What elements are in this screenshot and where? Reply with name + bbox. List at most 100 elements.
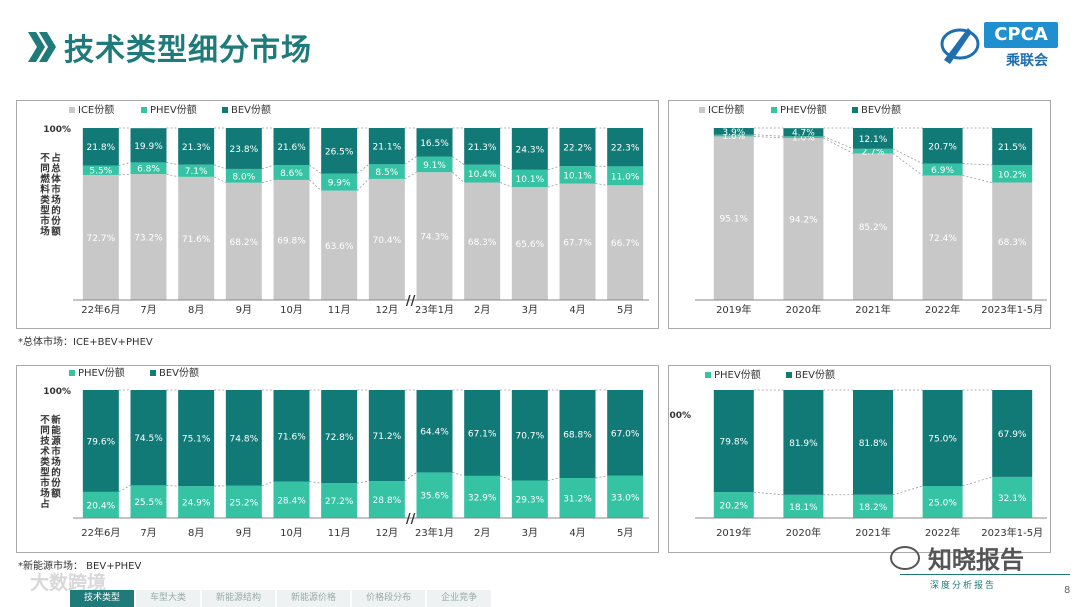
legend-swatch-phev [705,372,711,378]
x-tick-label: 7月 [140,527,156,539]
bar-phev-5 [321,173,358,191]
connector-line [595,183,608,186]
connector-line [357,480,369,484]
bar-phev-1 [783,136,824,138]
bar-ice-3 [922,175,963,300]
x-tick-label: 2月 [474,527,490,539]
y-axis-label-char: 市 [51,184,61,196]
data-label: 11.0% [611,172,640,182]
data-label: 67.0% [611,429,640,439]
y-top-label: 100% [43,387,71,397]
bar-bev-9 [511,128,548,170]
page-number: 8 [1064,585,1071,596]
data-label: 81.9% [789,439,818,449]
footer-tab-2[interactable]: 新能源结构 [202,590,276,607]
note-overall: *总体市场：ICE+BEV+PHEV [18,337,153,348]
y-axis-label-char: 的 [51,205,61,217]
data-label: 1.0% [792,134,815,144]
y-axis-label-char: 类 [40,194,50,206]
footer-tab-1[interactable]: 车型大类 [136,590,201,607]
y-top-label: 100% [669,411,691,421]
data-label: 21.5% [998,143,1027,153]
connector-line [309,179,322,191]
footer-tab-4[interactable]: 价格段分布 [352,590,426,607]
data-label: 74.3% [420,233,449,243]
legend-swatch-phev [69,370,75,376]
bar-phev-1 [130,485,167,518]
bar-bev-10 [559,390,596,479]
legend-label: PHEV份额 [78,366,125,379]
bar-phev-4 [273,165,310,180]
data-label: 10.4% [468,170,497,180]
bar-phev-4 [992,476,1033,518]
bar-phev-11 [607,475,644,518]
data-label: 71.6% [182,235,211,245]
data-label: 25.2% [230,498,259,508]
chart-nev-yearly: PHEV份额 BEV份额 100% 20.2% 79.8% 2019年 18.1% 81.9%… [663,368,1047,539]
bar-phev-10 [559,166,596,184]
connector-line [452,171,465,183]
bar-phev-1 [130,162,167,175]
data-label: 95.1% [720,215,749,225]
data-label: 28.4% [277,496,306,506]
data-label: 6.8% [137,165,160,175]
data-label: 65.6% [516,240,545,250]
axis-break-marker: // [406,294,416,309]
data-label: 24.3% [516,145,545,155]
x-tick-label: 5月 [617,304,633,316]
x-tick-label: 11月 [328,527,351,539]
data-label: 68.3% [998,238,1027,248]
y-axis-label-char: 场 [51,194,61,206]
wechat-icon [890,545,920,570]
bar-ice-6 [368,178,405,300]
y-axis-label-char: 份 [51,215,61,227]
y-top-label: 100% [43,125,71,135]
data-label: 10.2% [998,170,1027,180]
y-axis-label-char: 能 [51,425,61,437]
data-label: 2.7% [862,148,885,158]
data-label: 29.3% [516,496,545,506]
connector-line [962,175,993,183]
data-label: 26.5% [325,147,354,157]
bar-bev-1 [783,128,824,137]
data-label: 21.1% [373,143,402,153]
bar-bev-7 [416,390,453,473]
data-label: 16.5% [420,139,449,149]
connector-line [547,477,560,481]
legend-label: PHEV份额 [780,103,827,116]
connector-line [452,156,465,165]
footer-tab-0[interactable]: 技术类型 [70,590,135,607]
x-tick-label: 22年6月 [81,303,120,316]
x-tick-label: 23年1月 [415,526,454,539]
logo-subtitle: 乘联会 [1006,53,1048,69]
panel-nev-yearly: PHEV份额 BEV份额 100% 20.2% 79.8% 2019年 18.1% 81.9%… [663,365,1051,553]
logo-brand: CPCA [984,22,1058,48]
connector-line [892,485,923,496]
x-tick-label: 9月 [236,527,252,539]
data-label: 79.6% [87,437,116,447]
legend-label: PHEV份额 [150,103,197,116]
connector-line [892,153,923,176]
x-tick-label: 4月 [569,527,585,539]
connector-line [753,136,784,139]
y-axis-label-char: 场 [40,488,50,500]
bar-bev-8 [464,128,501,165]
x-tick-label: 2月 [474,304,490,316]
bar-bev-0 [82,390,119,492]
footer-tabs: 技术类型 车型大类 新能源结构 新能源价格 价格段分布 企业竞争 [70,590,493,607]
bar-bev-5 [321,128,358,174]
data-label: 9.9% [328,179,351,189]
x-tick-label: 2022年 [925,526,960,539]
legend-swatch-phev [141,107,147,113]
bar-ice-2 [178,176,215,300]
footer-tab-3[interactable]: 新能源价格 [277,590,351,607]
y-axis-label-char: 的 [51,467,61,479]
watermark-right: 知晓报告 [890,540,1024,575]
footer-tab-5[interactable]: 企业竞争 [427,590,492,607]
x-tick-label: 4月 [569,304,585,316]
connector-line [118,173,131,176]
bar-phev-2 [178,164,215,177]
data-label: 85.2% [859,223,888,233]
y-axis-label-char: 体 [51,173,61,185]
